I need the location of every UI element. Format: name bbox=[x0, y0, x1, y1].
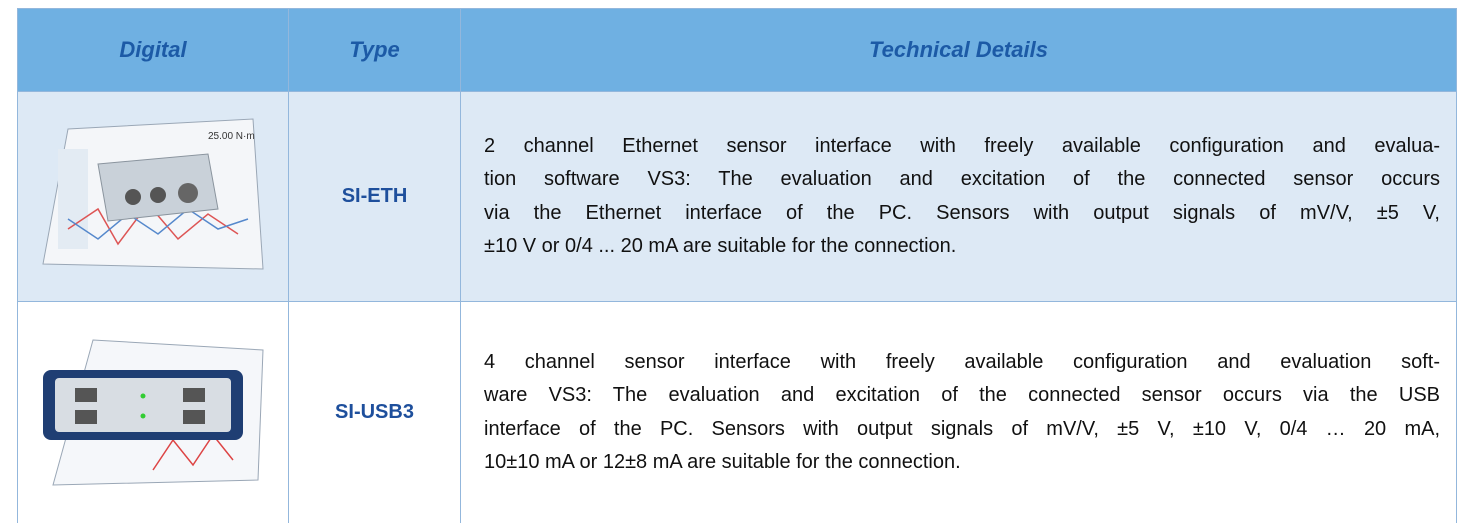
header-row: Digital Type Technical Details bbox=[18, 9, 1457, 92]
header-cell: Technical Details bbox=[461, 9, 1457, 92]
details-cell: 2 channel Ethernet sensor interface with… bbox=[461, 92, 1457, 302]
svg-text:25.00 N·m: 25.00 N·m bbox=[208, 131, 255, 142]
row: 25.00 N·m SI-ETH 2 channel Ethernet sens… bbox=[18, 92, 1457, 302]
text-line: via the Ethernet interface of the PC. Se… bbox=[484, 197, 1440, 231]
product-image bbox=[33, 330, 273, 490]
type-cell: SI-ETH bbox=[289, 92, 461, 302]
product-table: Digital Type Technical Details 25.00 N·m… bbox=[17, 8, 1457, 523]
details-cell: 4 channel sensor interface with freely a… bbox=[461, 302, 1457, 523]
text-line: interface of the PC. Sensors with output… bbox=[484, 413, 1440, 447]
text-line: ware VS3: The evaluation and excitation … bbox=[484, 379, 1440, 413]
header-cell: Digital bbox=[18, 9, 289, 92]
text-line: 2 channel Ethernet sensor interface with… bbox=[484, 130, 1440, 164]
text-line: tion software VS3: The evaluation and ex… bbox=[484, 163, 1440, 197]
product-image: 25.00 N·m bbox=[38, 109, 268, 279]
image-cell bbox=[18, 302, 289, 523]
type-cell: SI-USB3 bbox=[289, 302, 461, 523]
text-line: 10±10 mA or 12±8 mA are suitable for the… bbox=[484, 446, 1440, 480]
image-cell: 25.00 N·m bbox=[18, 92, 289, 302]
text-line: 4 channel sensor interface with freely a… bbox=[484, 346, 1440, 380]
table-wrap: Digital Type Technical Details 25.00 N·m… bbox=[17, 8, 1456, 522]
header-cell: Type bbox=[289, 9, 461, 92]
text-line: ±10 V or 0/4 ... 20 mA are suitable for … bbox=[484, 230, 1440, 264]
row: SI-USB3 4 channel sensor interface with … bbox=[18, 302, 1457, 523]
